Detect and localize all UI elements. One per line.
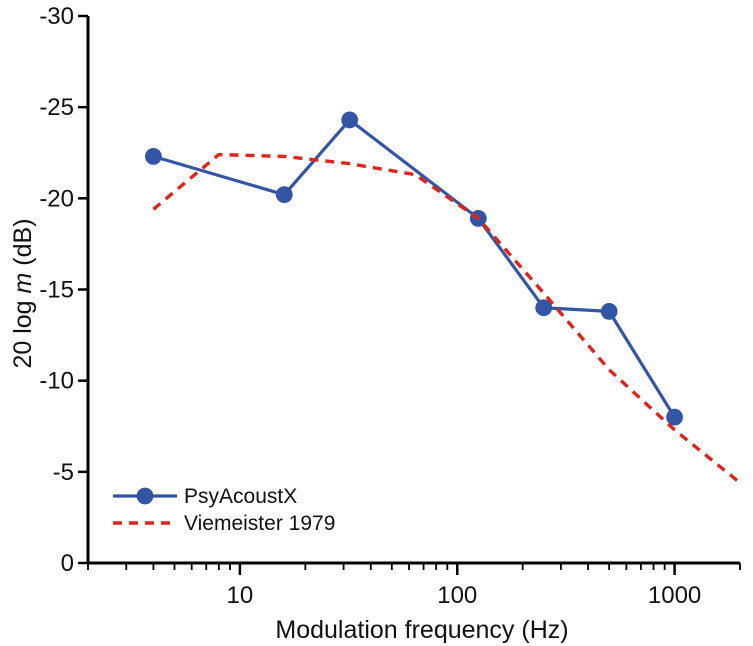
psyacoustx-data-point	[145, 147, 162, 165]
y-axis-tick-label: -5	[53, 459, 74, 486]
legend-psyacoustx-marker	[136, 487, 154, 505]
legend: PsyAcoustX Viemeister 1979	[113, 485, 335, 535]
y-axis-tick-label: -25	[39, 94, 74, 121]
y-axis-tick-label: 0	[61, 550, 74, 577]
x-axis-tick-label: 1000	[648, 582, 701, 609]
psyacoustx-data-point	[666, 408, 683, 426]
y-axis-label-prefix: 20 log	[9, 293, 37, 368]
viemeister-series-line	[152, 152, 742, 485]
x-axis-tick-label: 10	[227, 582, 254, 609]
legend-viemeister-label: Viemeister 1979	[184, 512, 335, 535]
x-axis-tick-label: 100	[437, 582, 477, 609]
axes-group	[78, 14, 741, 575]
psyacoustx-data-point	[600, 302, 618, 320]
y-axis-label: 20 log m (dB)	[9, 218, 37, 368]
y-axis-label-variable: m	[9, 273, 37, 294]
psyacoustx-data-point	[341, 111, 359, 129]
y-axis-label-suffix: (dB)	[9, 218, 37, 272]
legend-psyacoustx-label: PsyAcoustX	[184, 485, 297, 508]
psyacoustx-data-point	[535, 299, 553, 317]
y-axis-tick-label: -10	[39, 368, 74, 395]
y-axis-tick-label: -15	[39, 277, 74, 304]
y-axis-tick-label: -20	[39, 185, 74, 212]
series-group	[145, 111, 742, 485]
x-axis-label: Modulation frequency (Hz)	[275, 616, 568, 644]
psyacoustx-series-line	[152, 118, 676, 418]
y-axis-tick-label: -30	[39, 3, 74, 30]
psyacoustx-data-point	[275, 186, 293, 204]
label-group: 0 -5 -10 -15 -20 -25 -30 10 100 1000 Modulation fr…	[9, 3, 701, 644]
